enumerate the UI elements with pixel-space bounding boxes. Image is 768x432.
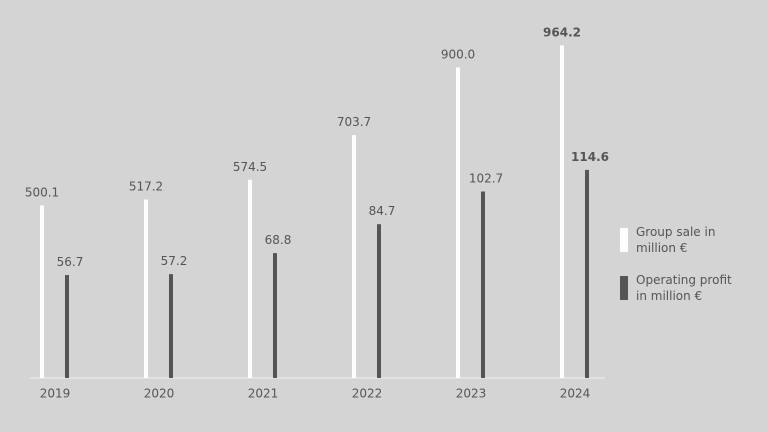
bar <box>144 199 148 378</box>
x-tick-label: 2022 <box>352 387 383 401</box>
x-tick-label: 2023 <box>456 387 487 401</box>
legend-item: Group sale in million € <box>620 224 760 256</box>
x-tick-label: 2019 <box>40 387 71 401</box>
value-label: 56.7 <box>57 255 84 269</box>
x-tick-label: 2020 <box>144 387 175 401</box>
bar <box>481 191 485 378</box>
bar <box>377 224 381 378</box>
bar <box>169 274 173 378</box>
value-label: 57.2 <box>161 254 188 268</box>
bar <box>352 135 356 378</box>
value-label: 84.7 <box>369 204 396 218</box>
legend-label: Group sale in million € <box>636 225 716 255</box>
value-label: 102.7 <box>469 172 503 186</box>
legend-swatch <box>620 228 628 252</box>
x-tick-label: 2021 <box>248 387 279 401</box>
value-label: 574.5 <box>233 160 267 174</box>
bar <box>560 45 564 378</box>
bar <box>585 169 589 378</box>
value-label: 900.0 <box>441 48 475 62</box>
value-label: 500.1 <box>25 185 59 199</box>
bar <box>40 205 44 378</box>
value-label: 964.2 <box>543 25 581 39</box>
value-label: 517.2 <box>129 180 163 194</box>
bar <box>273 253 277 378</box>
value-label: 68.8 <box>265 233 292 247</box>
x-tick-label: 2024 <box>560 387 591 401</box>
value-label: 703.7 <box>337 115 371 129</box>
bar <box>65 275 69 378</box>
legend-item: Operating profit in million € <box>620 272 760 304</box>
legend-swatch <box>620 276 628 300</box>
bar <box>248 179 252 378</box>
bar <box>456 67 460 378</box>
legend-label: Operating profit in million € <box>636 273 732 303</box>
value-label: 114.6 <box>571 150 609 164</box>
